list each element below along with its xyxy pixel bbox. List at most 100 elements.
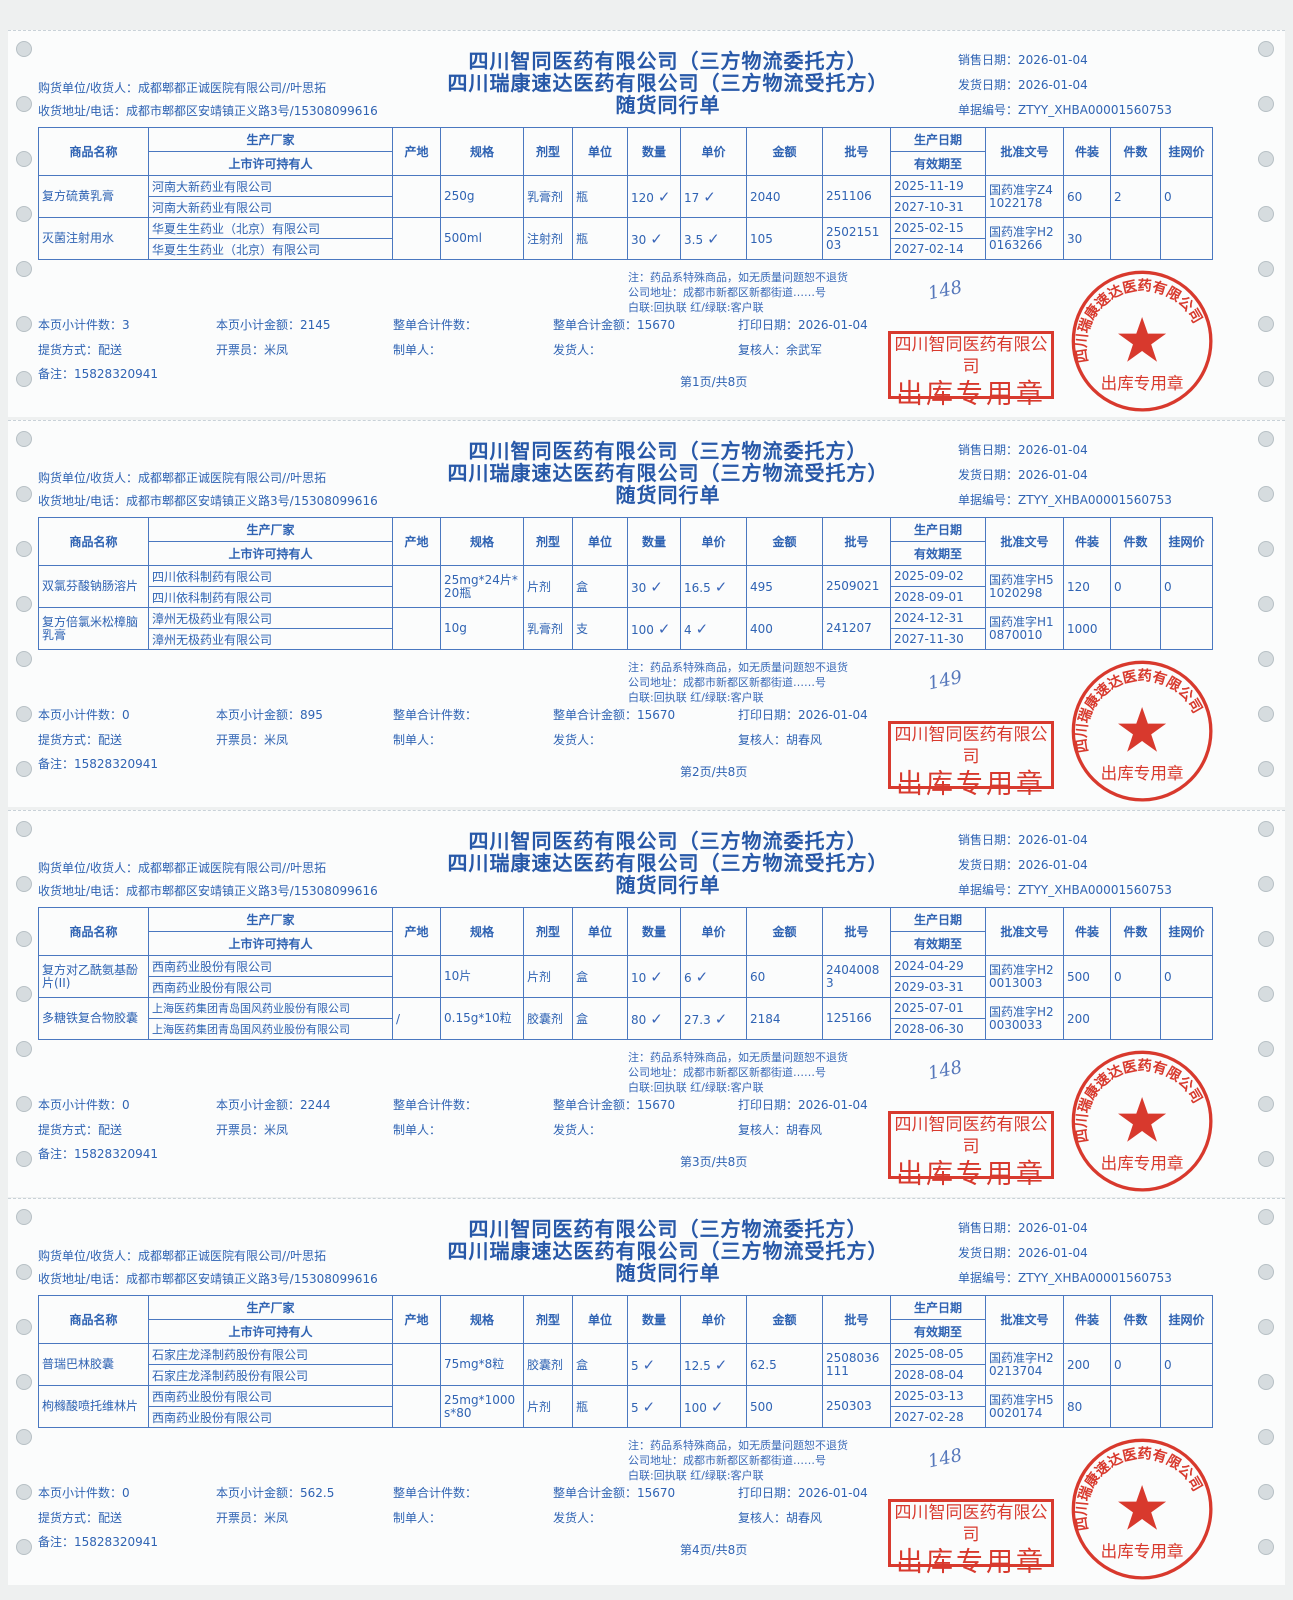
company-consignor: 四川智同医药有限公司（三方物流委托方）: [468, 829, 868, 853]
cell-batch-value: 250303: [826, 1399, 872, 1413]
copy-legend: 白联:回执联 红/绿联:客户联: [628, 1081, 764, 1094]
sale-date-value: 2026-01-04: [1018, 443, 1088, 457]
invoicer-label: 开票员：: [216, 1123, 265, 1137]
page-number: 第4页/共8页: [680, 1543, 748, 1557]
cell-expiry: 2027-02-14: [890, 238, 986, 260]
column-header-net-price: 挂网价: [1160, 907, 1213, 956]
total-count: 整单合计件数：: [393, 708, 477, 722]
column-header-pieces: 件数: [1110, 517, 1161, 566]
buyer-label: 购货单位/收货人：: [38, 861, 139, 875]
remark-label: 备注：: [38, 367, 75, 381]
cell-pack-value: 1000: [1067, 621, 1098, 636]
page-count-value: 0: [122, 708, 130, 722]
cell-amount: 105: [746, 217, 823, 260]
cell-license-holder: 西南药业股份有限公司: [148, 976, 393, 998]
checkmark-icon: ✓: [650, 229, 663, 248]
tractor-feed-hole: [16, 821, 32, 837]
cell-spec: 0.15g*10粒: [440, 997, 524, 1040]
cell-prod-date: 2025-02-15: [890, 217, 986, 239]
tractor-feed-hole: [16, 651, 32, 667]
header-row: 上市许可持有人 有效期至: [39, 931, 1213, 956]
cell-expiry: 2027-11-30: [890, 628, 986, 650]
sale-date-line: 销售日期：2026-01-04: [958, 53, 1088, 67]
items-table: 商品名称 生产厂家 产地 规格 剂型 单位 数量 单价 金额 批号 生产日期 批准文号 件装 件数 挂网价上…: [38, 127, 1213, 260]
cell-price: 3.5 ✓: [680, 217, 747, 260]
tractor-feed-hole: [16, 1264, 32, 1280]
delivery-note-page: 四川智同医药有限公司（三方物流委托方） 四川瑞康速达医药有限公司（三方物流受托方）…: [8, 810, 1285, 1197]
cell-batch: 251106: [822, 175, 891, 218]
table-row: 普瑞巴林胶囊 石家庄龙泽制药股份有限公司 75mg*8粒 胶囊剂盒 5 ✓ 12.5 ✓ 62.…: [38, 1343, 1213, 1386]
print-date-value: 2026-01-04: [798, 318, 868, 332]
cell-net-price: [1160, 1385, 1213, 1428]
maker: 制单人：: [393, 1123, 441, 1137]
invoicer: 开票员：米凤: [216, 733, 288, 747]
cell-price-value: 27.3: [684, 1012, 711, 1027]
cell-prod-date: 2024-04-29: [890, 955, 986, 977]
column-header-form: 剂型: [523, 907, 573, 956]
buyer-line: 购货单位/收货人：成都郫都正诚医院有限公司//叶思拓: [38, 471, 326, 485]
column-header-qty: 数量: [627, 1295, 681, 1344]
ship-date-value: 2026-01-04: [1018, 78, 1088, 92]
cell-prod-date: 2025-03-13: [890, 1385, 986, 1407]
column-header-unit: 单位: [572, 1295, 628, 1344]
cell-qty-value: 30: [631, 580, 647, 595]
tractor-feed-hole: [1258, 876, 1274, 892]
cell-approval-value: 国药准字H20163266: [989, 224, 1054, 252]
cell-batch-value: 24040083: [826, 962, 880, 990]
invoicer-value: 米凤: [264, 1123, 289, 1137]
total-amount-label: 整单合计金额：: [553, 1098, 638, 1112]
cell-expiry: 2029-03-31: [890, 976, 986, 998]
cell-qty-value: 100: [631, 622, 654, 637]
address-label: 收货地址/电话：: [38, 104, 127, 118]
tractor-feed-hole: [1258, 1539, 1274, 1555]
star-icon: [1118, 707, 1167, 752]
delivery-method-label: 提货方式：: [38, 1123, 99, 1137]
cell-spec-value: 25mg*1000s*80: [444, 1392, 516, 1420]
tractor-feed-hole: [16, 1319, 32, 1335]
cell-pieces: [1110, 607, 1161, 650]
cell-origin-value: /: [396, 1011, 401, 1026]
cell-expiry: 2027-02-28: [890, 1406, 986, 1428]
tractor-feed-hole: [16, 96, 32, 112]
page-amount-label: 本页小计金额：: [216, 1486, 301, 1500]
tractor-feed-hole: [1258, 1374, 1274, 1390]
cell-prod-date: 2025-11-19: [890, 175, 986, 197]
document-title: 随货同行单: [615, 1261, 721, 1285]
cell-price: 6 ✓: [680, 955, 747, 998]
total-count-label: 整单合计件数：: [393, 1098, 478, 1112]
page-number: 第2页/共8页: [680, 765, 748, 779]
cell-license-holder: 上海医药集团青岛国风药业股份有限公司: [148, 1018, 393, 1040]
page-count: 本页小计件数：3: [38, 318, 130, 332]
column-header-origin: 产地: [392, 1295, 441, 1344]
delivery-method-value: 配送: [98, 1511, 123, 1525]
cell-price-value: 6: [684, 970, 692, 985]
buyer-value: 成都郫都正诚医院有限公司//叶思拓: [138, 861, 327, 875]
cell-prod-date: 2025-07-01: [890, 997, 986, 1019]
stamp-center-text: 出库专用章: [1101, 1542, 1184, 1561]
address-value: 成都市郫都区安靖镇正义路3号/15308099616: [126, 494, 378, 508]
maker: 制单人：: [393, 343, 441, 357]
column-header-expiry: 有效期至: [890, 541, 986, 566]
cell-net-price: 0: [1160, 955, 1213, 998]
cell-unit: 瓶: [572, 175, 628, 218]
page-amount: 本页小计金额：895: [216, 708, 323, 722]
stamp-ring: [1071, 1050, 1213, 1192]
column-header-spec: 规格: [440, 907, 524, 956]
cell-approval: 国药准字H10870010: [985, 607, 1064, 650]
cell-spec: 10g: [440, 607, 524, 650]
column-header-price: 单价: [680, 517, 747, 566]
checkmark-icon: ✓: [695, 619, 709, 638]
ship-date-line: 发货日期：2026-01-04: [958, 78, 1088, 92]
cell-prod-date: 2025-08-05: [890, 1343, 986, 1365]
delivery-note-page: 四川智同医药有限公司（三方物流委托方） 四川瑞康速达医药有限公司（三方物流受托方）…: [8, 420, 1285, 807]
checkmark-icon: ✓: [714, 577, 728, 596]
tractor-feed-hole: [1258, 486, 1274, 502]
cell-form-value: 注射剂: [527, 232, 564, 246]
cell-pack-value: 80: [1067, 1399, 1083, 1414]
cell-amount-value: 105: [750, 231, 773, 246]
cell-qty: 5 ✓: [627, 1385, 681, 1428]
table-row: 四川依科制药有限公司 2028-09-01: [39, 586, 1213, 608]
cell-name: 复方倍氯米松樟脑乳膏: [38, 607, 149, 650]
cell-form-value: 胶囊剂: [527, 1358, 564, 1372]
